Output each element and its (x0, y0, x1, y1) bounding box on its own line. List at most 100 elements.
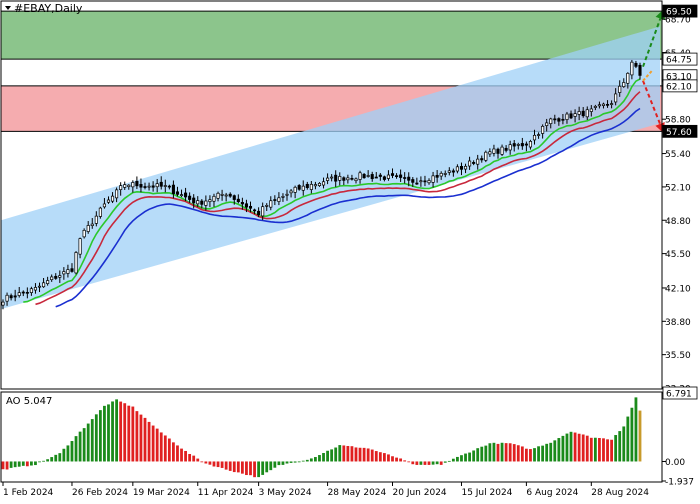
price-label-text: 57.60 (666, 128, 692, 138)
candle (155, 178, 159, 193)
ao-bar (460, 455, 463, 462)
ao-bar (54, 454, 58, 462)
candle (618, 80, 622, 97)
ao-bar (216, 461, 220, 468)
ao-bar (111, 401, 114, 462)
candle (297, 184, 301, 191)
candle (589, 105, 593, 117)
candle (58, 270, 62, 283)
ao-bar (285, 461, 289, 464)
candle (597, 101, 601, 109)
candle (179, 189, 184, 197)
candle (496, 147, 500, 159)
ao-bar (370, 449, 374, 462)
ao-bar (70, 441, 74, 462)
candle-body (504, 147, 508, 151)
down-arrow (642, 80, 665, 134)
ao-bar (127, 405, 131, 462)
ao-bar (50, 457, 54, 462)
ao-bar (192, 455, 196, 462)
candle (25, 287, 29, 299)
candle (585, 106, 589, 120)
candle (110, 192, 115, 204)
ao-bar (98, 410, 102, 462)
candle (127, 184, 131, 190)
candle-body (399, 174, 403, 178)
candle-body (119, 185, 123, 190)
ao-bar (524, 448, 528, 462)
candle (512, 140, 516, 152)
candle (106, 196, 111, 204)
ao-bar (94, 414, 98, 462)
ao-bar (439, 461, 443, 465)
channel-layer (1, 26, 660, 310)
ao-bar (90, 419, 94, 462)
candle (281, 193, 285, 202)
candle-body (459, 166, 464, 170)
candle (520, 137, 524, 150)
candle-body (350, 177, 354, 180)
ao-bar (500, 442, 504, 462)
candle (524, 141, 528, 152)
ao-bar (261, 461, 265, 475)
ao-bar (504, 443, 508, 462)
chevron-down-icon[interactable] (5, 6, 11, 10)
candle (216, 191, 220, 202)
candle (21, 290, 25, 297)
candle-body (415, 182, 419, 185)
date-axis: 1 Feb 2024 26 Feb 2024 19 Mar 2024 11 Apr 2… (2, 482, 649, 498)
ao-bar (541, 445, 545, 462)
symbol-header[interactable]: #EBAY,Daily (5, 2, 83, 15)
candle (66, 264, 70, 278)
candle-body (21, 291, 25, 294)
candle-body (358, 172, 362, 180)
candle-body (232, 195, 236, 200)
candle-body (496, 148, 500, 154)
candle (102, 198, 106, 209)
candle (504, 145, 508, 153)
ao-bar (537, 446, 540, 462)
ao-bar (103, 405, 106, 462)
candle-body (54, 275, 58, 279)
candle-body (131, 182, 135, 188)
candle-body (236, 198, 240, 203)
candle (622, 78, 626, 88)
date-tick-label: 19 Mar 2024 (133, 488, 190, 498)
candle-body (455, 166, 459, 172)
candle-body (374, 176, 378, 179)
candle-body (338, 176, 342, 181)
price-label-text: 62.10 (666, 82, 692, 92)
ao-bar (387, 454, 390, 462)
candle-body (626, 72, 630, 84)
ao-bar (9, 461, 13, 468)
candle (472, 160, 476, 166)
candle-body (167, 185, 171, 188)
ao-bar (395, 457, 398, 462)
candle-body (244, 203, 248, 208)
candle-body (403, 177, 407, 179)
ao-bar (366, 448, 370, 462)
ao-bar (362, 447, 366, 462)
candle (395, 173, 399, 179)
candle-body (139, 184, 143, 188)
ao-bar (86, 423, 90, 462)
candle-body (265, 205, 269, 207)
candle-body (269, 200, 273, 208)
candle (399, 169, 403, 182)
ao-bar (561, 435, 565, 462)
ao-bar (163, 435, 167, 462)
ao-bar (82, 428, 86, 462)
ao-bar (204, 461, 208, 464)
ao-bar (557, 438, 561, 462)
ao-bar (167, 438, 171, 462)
candle-body (545, 122, 549, 126)
candle-body (370, 174, 374, 180)
candle-body (70, 268, 74, 272)
ao-pane-frame (0, 391, 663, 483)
ao-bar (107, 404, 110, 462)
price-tick-label: 58.80 (665, 116, 691, 126)
candle-body (66, 269, 70, 274)
candle (537, 132, 541, 139)
ao-label-box (662, 386, 698, 400)
